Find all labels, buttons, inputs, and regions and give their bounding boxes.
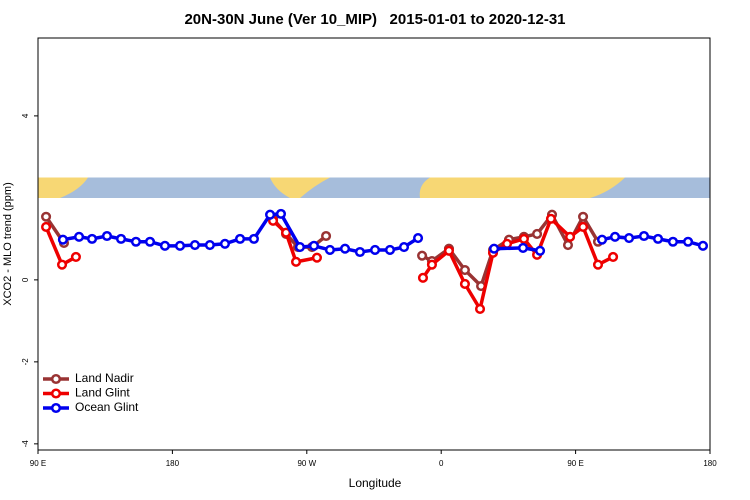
point (652, 233, 664, 244)
point (174, 240, 186, 251)
point (130, 236, 142, 247)
point (219, 238, 231, 249)
y-axis-label: XCO2 - MLO trend (ppm) (2, 182, 14, 305)
point (518, 233, 529, 244)
point (144, 236, 156, 247)
point (70, 251, 81, 262)
point (101, 230, 113, 242)
point (57, 234, 68, 245)
y-tick-label: 0 (21, 277, 30, 282)
y-tick-label: 4 (21, 113, 30, 118)
legend-label: Ocean Glint (75, 400, 139, 414)
point (502, 238, 513, 249)
point (596, 234, 608, 245)
point (290, 256, 302, 267)
point (248, 233, 259, 244)
plot-frame (37, 37, 711, 451)
point (324, 244, 335, 255)
point (682, 236, 694, 247)
point (578, 221, 589, 233)
point (189, 239, 200, 251)
point (294, 242, 305, 253)
point (41, 221, 52, 233)
x-axis-label: Longitude (349, 476, 402, 490)
point (426, 259, 437, 270)
y-tick-label: -4 (21, 440, 30, 448)
point (321, 230, 332, 242)
x-tick-label: 0 (439, 459, 444, 468)
point (265, 209, 276, 220)
point (339, 243, 351, 254)
point (443, 245, 455, 256)
legend-label: Land Glint (75, 386, 130, 400)
point (87, 233, 98, 244)
point (578, 211, 589, 222)
point (413, 233, 424, 244)
x-tick-label: 90 E (30, 459, 46, 468)
point (384, 244, 396, 255)
point (308, 240, 320, 251)
x-tick-label: 90 W (297, 459, 316, 468)
point (459, 264, 470, 276)
point (474, 303, 486, 315)
point (489, 243, 500, 254)
y-tick-label: -2 (21, 358, 30, 366)
point (609, 231, 621, 242)
point (234, 233, 246, 244)
point (459, 278, 470, 290)
point (74, 231, 85, 242)
legend-marker (50, 388, 62, 399)
point (545, 213, 557, 224)
point (159, 240, 170, 251)
point (562, 239, 574, 251)
point (56, 259, 68, 270)
chart-title: 20N-30N June (Ver 10_MIP) 2015-01-01 to … (184, 11, 565, 28)
map-band (38, 177, 710, 198)
point (417, 272, 429, 283)
point (638, 230, 650, 242)
point (535, 245, 546, 256)
point (275, 208, 287, 219)
point (417, 250, 428, 261)
point (369, 244, 381, 255)
point (592, 259, 604, 270)
legend-marker (50, 402, 62, 414)
point (115, 233, 127, 244)
point (667, 236, 679, 247)
series-line (44, 215, 614, 314)
legend-label: Land Nadir (75, 371, 134, 385)
point (697, 240, 709, 251)
point (608, 251, 619, 262)
x-tick-label: 90 E (567, 459, 583, 468)
point (311, 252, 323, 263)
series-line (44, 211, 600, 290)
point (532, 228, 543, 240)
legend-marker (50, 373, 62, 385)
point (41, 211, 52, 222)
series-line (62, 212, 704, 254)
x-tick-label: 180 (166, 459, 180, 468)
point (565, 231, 576, 242)
x-tick-label: 180 (703, 459, 717, 468)
point (398, 242, 410, 253)
point (204, 239, 215, 251)
point (517, 242, 529, 253)
point (624, 233, 635, 244)
point (354, 246, 366, 258)
